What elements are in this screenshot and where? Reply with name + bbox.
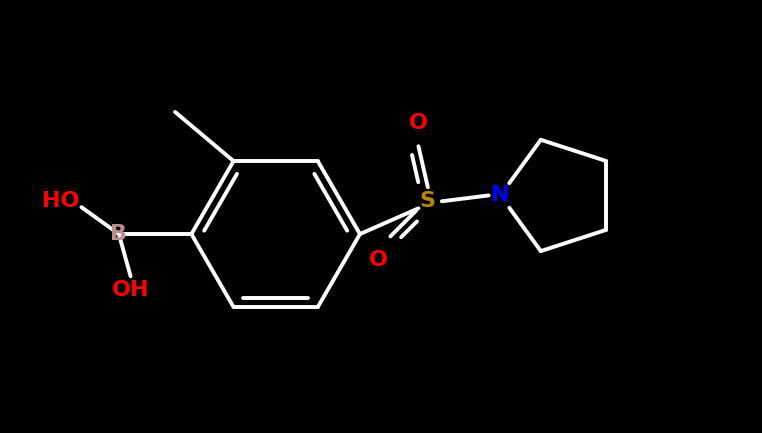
Text: O: O bbox=[409, 113, 428, 133]
Text: OH: OH bbox=[112, 280, 149, 300]
Text: O: O bbox=[369, 250, 388, 270]
Text: N: N bbox=[491, 185, 510, 205]
Text: HO: HO bbox=[42, 191, 79, 211]
Text: S: S bbox=[420, 191, 436, 211]
Text: B: B bbox=[110, 224, 127, 244]
